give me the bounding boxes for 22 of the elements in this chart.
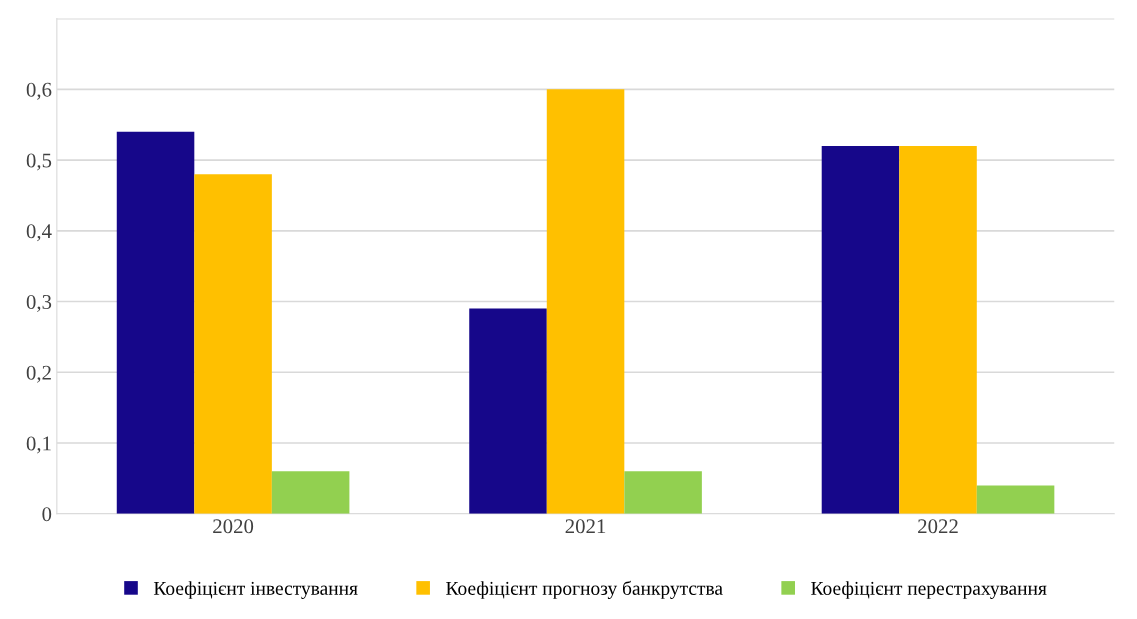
x-tick-label: 2021 (565, 519, 606, 534)
bar (821, 145, 900, 514)
bar (469, 308, 547, 514)
bar (976, 485, 1055, 514)
bar (624, 471, 702, 514)
legend-label: Коефіцієнт перестрахування (811, 581, 1047, 599)
x-tick-label: 2020 (213, 519, 254, 534)
y-tick-label: 0,4 (26, 224, 52, 242)
y-tick-label: 0,1 (26, 436, 51, 454)
y-tick-label: 0,3 (26, 294, 52, 312)
legend-label: Коефіцієнт прогнозу банкрутства (446, 580, 723, 599)
x-tick-label: 2022 (918, 519, 958, 534)
y-tick-label: 0 (42, 507, 52, 522)
bar (271, 471, 350, 514)
bar (899, 145, 977, 514)
y-tick-label: 0,5 (26, 153, 52, 171)
y-tick-label: 0,2 (26, 365, 51, 383)
bar (116, 131, 195, 514)
legend-label: Коефіцієнт інвестування (153, 581, 358, 599)
y-tick-label: 0,6 (26, 82, 52, 100)
bar (194, 174, 272, 514)
bar (546, 89, 625, 514)
